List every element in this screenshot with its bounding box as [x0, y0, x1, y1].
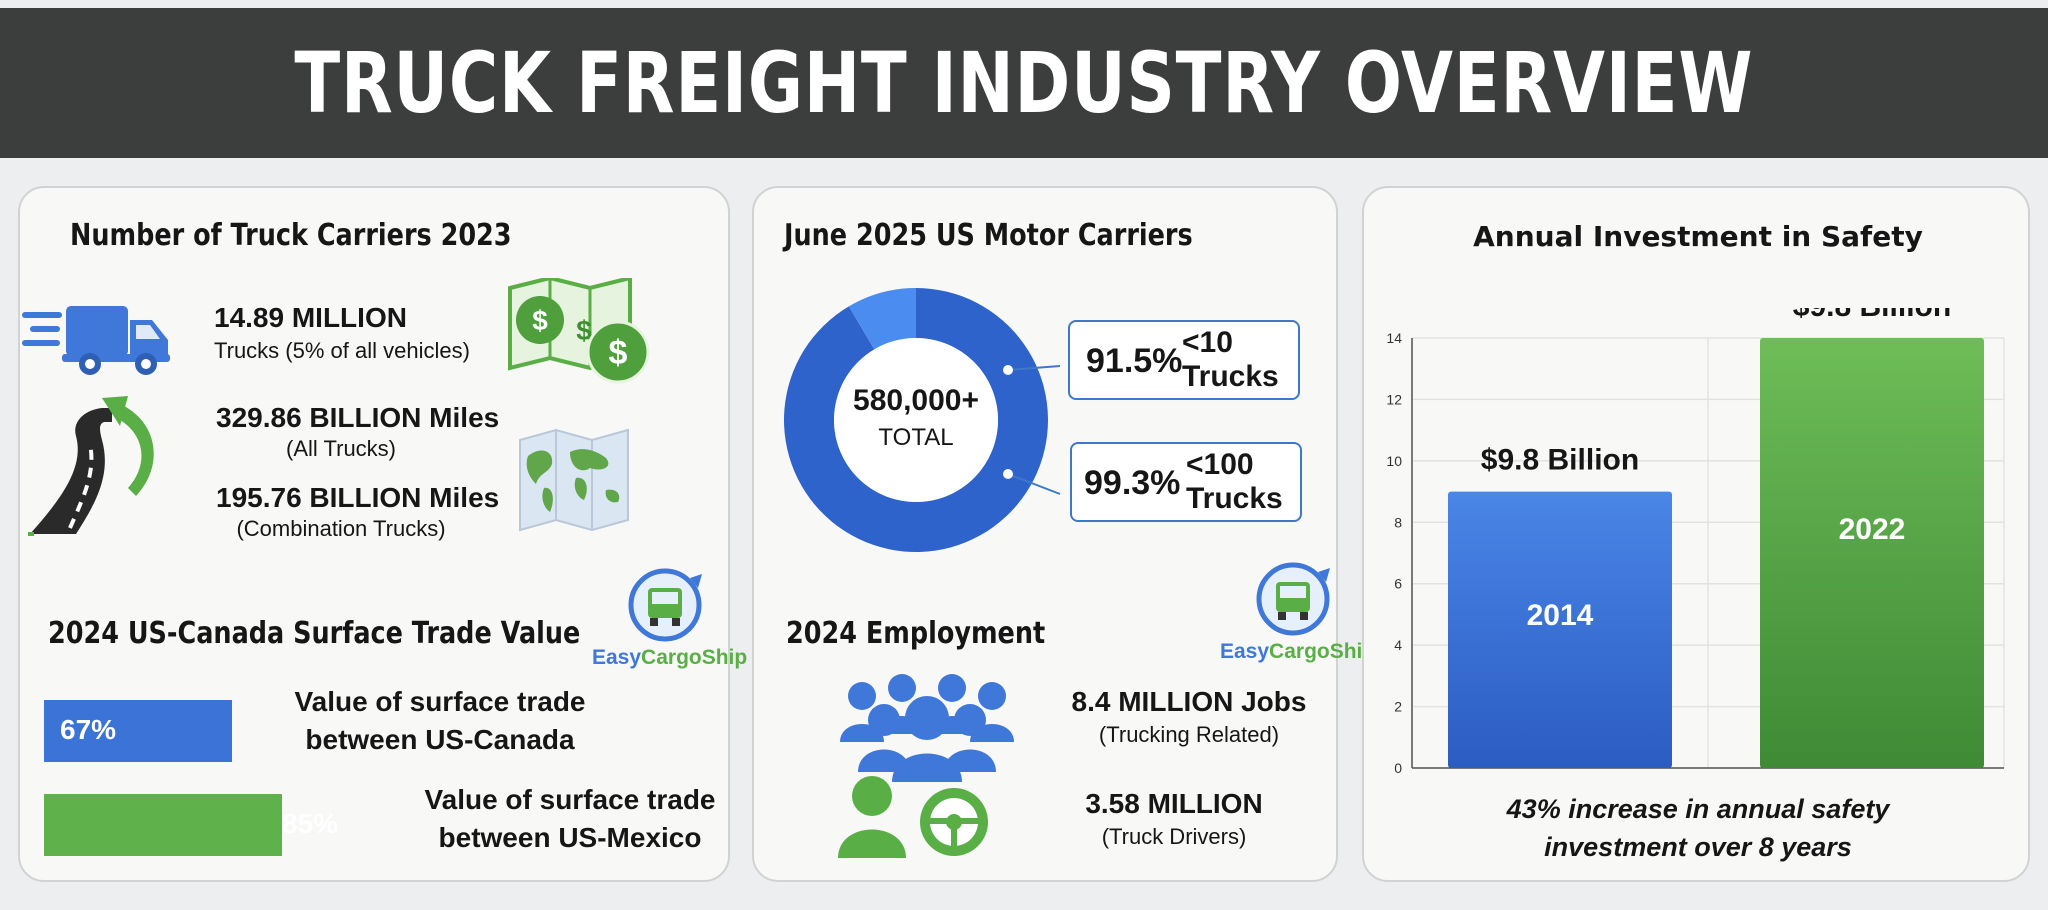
donut-value: 580,000+: [853, 384, 979, 417]
trade-title: 2024 US-Canada Surface Trade Value: [48, 616, 581, 651]
trade-bar-mexico-label: 85%: [282, 808, 339, 839]
jobs-value: 8.4 MILLION Jobs: [1071, 686, 1307, 717]
miles-comb-value: 195.76 BILLION Miles: [216, 482, 500, 513]
carriers-donut-chart: [784, 288, 1048, 552]
callout-under-100-label2: Trucks: [1186, 482, 1283, 515]
donut-hole: [834, 338, 998, 502]
safety-footer-line2: investment over 8 years: [1544, 832, 1852, 862]
trade-bar-mexico: [44, 794, 282, 856]
bar-data-label: $9.8 Billion: [1793, 308, 1951, 323]
safety-footer-line1: 43% increase in annual safety: [1506, 794, 1890, 824]
header-banner: TRUCK FREIGHT INDUSTRY OVERVIEW: [0, 8, 2048, 158]
miles-all-sub: (All Trucks): [286, 436, 396, 461]
svg-text:$: $: [532, 305, 548, 336]
truck-carriers-panel: Number of Truck Carriers 2023 14.89 MILL…: [18, 186, 747, 882]
y-tick-label: 0: [1394, 760, 1402, 776]
bar-data-label: $9.8 Billion: [1481, 444, 1639, 477]
trade-bar-canada-label: 67%: [60, 714, 117, 745]
y-tick-label: 4: [1394, 637, 1402, 653]
employment-title: 2024 Employment: [786, 616, 1046, 651]
bar-category-label: 2014: [1527, 599, 1594, 632]
safety-bar-chart: 0 2 4 6 8 10 12 14 2014 $9.8 Billion 2022 $9.8 Bill…: [1386, 308, 2005, 776]
callout-under-10-trucks: 91.5% <10 Trucks: [1068, 320, 1300, 400]
callout-under-10-pct: 91.5%: [1086, 342, 1183, 380]
trade-canada-desc-line2: between US-Canada: [305, 724, 575, 755]
people-group-icon: [838, 674, 1014, 858]
trade-mexico-desc-line1: Value of surface trade: [424, 784, 716, 815]
bar-category-label: 2022: [1839, 513, 1906, 546]
safety-title: Annual Investment in Safety: [1473, 220, 1923, 253]
callout-under-10-label2: Trucks: [1182, 360, 1279, 393]
easycargoship-logo-text: EasyCargoShip: [592, 646, 747, 670]
trucks-sub: Trucks (5% of all vehicles): [214, 338, 470, 363]
y-tick-label: 2: [1394, 699, 1402, 715]
easycargoship-logo-icon: [1256, 562, 1330, 636]
svg-text:$: $: [576, 315, 592, 346]
money-map-icon: $ $ $: [508, 278, 650, 384]
donut-label: TOTAL: [878, 424, 954, 451]
y-tick-label: 8: [1394, 514, 1402, 530]
callout-under-100-label1: <100: [1186, 448, 1254, 481]
jobs-sub: (Trucking Related): [1098, 722, 1280, 747]
y-tick-label: 10: [1386, 453, 1402, 469]
motor-carriers-title: June 2025 US Motor Carriers: [784, 218, 1193, 253]
y-tick-label: 14: [1386, 330, 1402, 346]
svg-text:$: $: [609, 334, 628, 372]
logo-text-easy: Easy: [1220, 640, 1270, 663]
motor-carriers-panel: June 2025 US Motor Carriers 580,000+ TOT…: [752, 186, 1375, 882]
bar-2022: [1760, 338, 1984, 768]
road-arrow-icon: [28, 396, 154, 536]
drivers-sub: (Truck Drivers): [1101, 824, 1247, 849]
logo-text-cargoship: CargoShip: [1269, 640, 1376, 663]
easycargoship-logo-icon: [628, 568, 702, 642]
trade-canada-desc-line1: Value of surface trade: [294, 686, 586, 717]
logo-text-easy: Easy: [592, 646, 642, 669]
callout-under-100-pct: 99.3%: [1084, 464, 1181, 502]
world-map-icon: [519, 428, 629, 532]
miles-comb-sub: (Combination Trucks): [236, 516, 446, 541]
trade-bar-canada: [44, 700, 232, 762]
truck-icon: [22, 306, 170, 375]
easycargoship-logo-text: EasyCargoShip: [1220, 640, 1375, 664]
y-tick-label: 6: [1394, 576, 1402, 592]
donut-slice-1: [848, 288, 916, 350]
bar-2014: [1448, 491, 1672, 768]
callout-under-100-trucks: 99.3% <100 Trucks: [1070, 442, 1302, 522]
miles-all-value: 329.86 BILLION Miles: [216, 402, 500, 433]
donut-connector-lines: [1003, 365, 1061, 495]
y-tick-label: 12: [1386, 391, 1402, 407]
truck-carriers-title: Number of Truck Carriers 2023: [70, 218, 512, 253]
callout-under-10-label1: <10: [1182, 326, 1233, 359]
page-title: TRUCK FREIGHT INDUSTRY OVERVIEW: [294, 34, 1754, 132]
trucks-value: 14.89 MILLION: [214, 302, 407, 333]
logo-text-cargoship: CargoShip: [641, 646, 748, 669]
drivers-value: 3.58 MILLION: [1085, 788, 1263, 819]
safety-investment-panel: Annual Investment in Safety 0 2 4 6 8 10 12 14 2…: [1362, 186, 2030, 882]
trade-mexico-desc-line2: between US-Mexico: [438, 822, 702, 853]
donut-slice-0: [784, 288, 1048, 552]
